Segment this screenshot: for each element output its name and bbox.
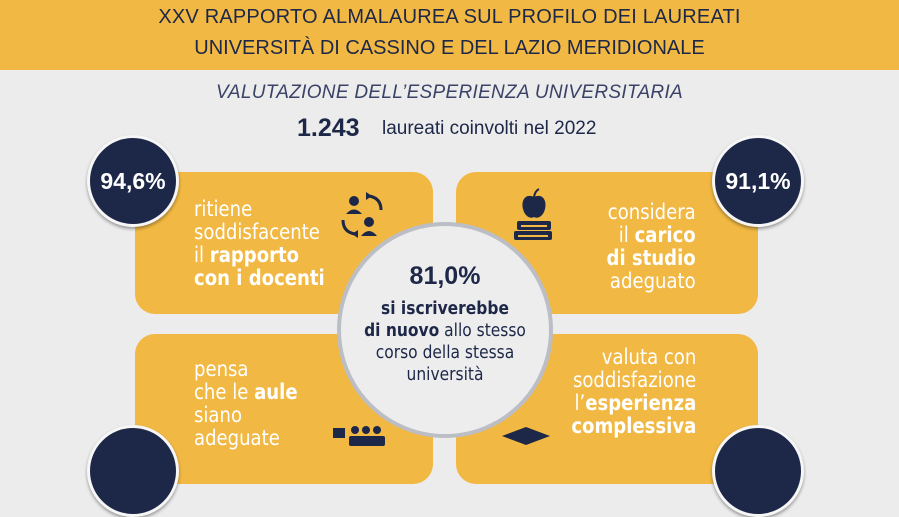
card-teachers: ritiene soddisfacente il rapporto con i … xyxy=(135,172,433,314)
card-experience-text: valuta con soddisfazione l’esperienza co… xyxy=(571,346,696,438)
experience-percentage-circle xyxy=(712,425,804,517)
card-text-line: complessiva xyxy=(571,414,696,438)
card-text-line: con i docenti xyxy=(194,266,325,290)
center-text-line: di nuovo allo stesso xyxy=(364,320,526,341)
card-text-line: il carico xyxy=(619,223,696,247)
card-teachers-text: ritiene soddisfacente il rapporto con i … xyxy=(194,198,325,290)
center-text-line: università xyxy=(406,364,484,385)
reenroll-text: si iscriverebbe di nuovo allo stesso cor… xyxy=(356,298,535,386)
card-text-line: adeguate xyxy=(194,426,280,450)
card-text-line: adeguato xyxy=(610,269,696,293)
card-text-line: valuta con xyxy=(601,345,696,369)
card-text-line: l’esperienza xyxy=(574,391,696,415)
section-subtitle: VALUTAZIONE DELL’ESPERIENZA UNIVERSITARI… xyxy=(215,82,683,103)
report-title: XXV RAPPORTO ALMALAUREA SUL PROFILO DEI … xyxy=(158,6,741,28)
card-text-line: considera xyxy=(608,200,696,224)
card-text-line: di studio xyxy=(606,246,696,270)
card-text-line: soddisfazione xyxy=(572,368,696,392)
classroom-icon xyxy=(333,426,385,446)
reenroll-percentage: 81,0% xyxy=(409,262,481,290)
university-name: UNIVERSITÀ DI CASSINO E DEL LAZIO MERIDI… xyxy=(194,37,705,59)
card-workload-text: considera il carico di studio adeguato xyxy=(607,201,696,293)
reenroll-circle: 81,0% si iscriverebbe di nuovo allo stes… xyxy=(337,222,553,438)
graduates-count: 1.243 xyxy=(297,114,360,142)
card-text-line: siano xyxy=(194,403,242,427)
card-text-line: il rapporto xyxy=(194,243,300,267)
header-banner: XXV RAPPORTO ALMALAUREA SUL PROFILO DEI … xyxy=(0,0,899,70)
card-classrooms-text: pensa che le aule siano adeguate xyxy=(194,358,298,450)
graduates-label: laureati coinvolti nel 2022 xyxy=(382,118,597,139)
card-text-line: ritiene xyxy=(194,197,253,221)
teachers-percentage-circle: 94,6% xyxy=(87,135,179,227)
center-text-line: si iscriverebbe xyxy=(381,298,509,319)
card-text-line: pensa xyxy=(194,357,249,381)
classrooms-percentage-circle xyxy=(87,425,179,517)
graduation-cap-icon xyxy=(502,427,550,445)
people-exchange-icon xyxy=(341,192,383,238)
card-text-line: soddisfacente xyxy=(194,220,320,244)
books-apple-icon xyxy=(514,188,552,240)
workload-percentage-circle: 91,1% xyxy=(712,135,804,227)
center-text-line: corso della stessa xyxy=(375,342,515,363)
card-text-line: che le aule xyxy=(194,380,298,404)
graduates-count-row: 1.243 laureati coinvolti nel 2022 xyxy=(0,112,899,142)
